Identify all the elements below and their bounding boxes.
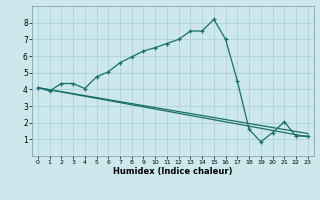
X-axis label: Humidex (Indice chaleur): Humidex (Indice chaleur) (113, 167, 233, 176)
